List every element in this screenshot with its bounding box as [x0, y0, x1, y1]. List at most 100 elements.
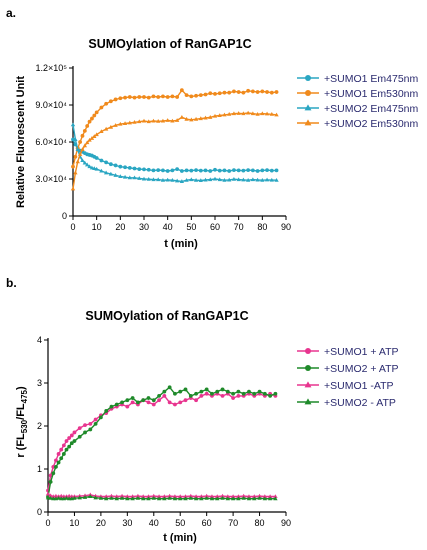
chart-a-series-0-point: [198, 168, 203, 173]
chart-a-series-0-point: [236, 168, 241, 173]
chart-a-series-1-point: [217, 91, 222, 96]
chart-a-series-1-point: [132, 95, 137, 100]
chart-a-series-0-point: [227, 169, 232, 173]
chart-a-series-3-point: [108, 124, 114, 129]
chart-a-series-1-point: [269, 90, 274, 95]
chart-a-series-1-point: [82, 129, 87, 133]
chart-a-series-0-point: [260, 168, 265, 173]
chart-a-series-0-point: [203, 168, 208, 173]
chart-a-series-1-point: [142, 95, 146, 99]
chart-a-series-3-point: [151, 118, 156, 123]
chart-a-series-2-point: [193, 177, 199, 182]
chart-a-series-0-point: [232, 168, 236, 173]
chart-a-series-3-point: [127, 120, 132, 125]
chart-a-series-1-point: [241, 90, 246, 95]
chart-a-series-3-point: [203, 115, 208, 120]
chart-a-series-3-point: [122, 121, 128, 126]
chart-a-series-1-point: [123, 95, 127, 100]
chart-a-series-3-point: [75, 159, 80, 164]
chart-a-series-0-point: [137, 167, 142, 172]
chart-a-series-3-point: [85, 140, 90, 145]
chart-a-series-0-point: [194, 168, 198, 173]
chart-a-series-3-point: [260, 111, 265, 116]
chart-a-series-2-point: [189, 177, 194, 182]
chart-a-legend-label: +SUMO2 Em475nm: [324, 103, 418, 115]
chart-a-series-2-point: [170, 177, 175, 182]
chart-a-series-0-point: [146, 167, 151, 172]
chart-a-series-0-point: [127, 166, 132, 170]
chart-a-series-2-point: [179, 179, 185, 183]
chart-a-series-0-point: [94, 156, 99, 160]
chart-a-series-2-point: [212, 176, 218, 181]
chart-a-series-0-point: [104, 160, 109, 165]
chart-a-series-2-point: [156, 177, 161, 182]
chart-a-series-2-point: [73, 137, 78, 142]
chart-a-series-2-point: [108, 171, 114, 176]
chart-a-series-2-point: [94, 166, 99, 171]
chart-a-series-0-point: [165, 169, 170, 173]
chart-a-series-3-point: [174, 118, 180, 122]
chart-a-series-1-point: [170, 94, 175, 99]
chart-a-series-0-point: [184, 168, 189, 173]
chart-a-x-tick-label: 40: [163, 222, 173, 232]
chart-a-series-1-point: [255, 90, 260, 94]
chart-a-x-tick-label: 0: [70, 222, 75, 232]
chart-a-series-2-point: [255, 177, 260, 182]
chart-a-series-0-point: [255, 169, 260, 173]
chart-a-series-1-point: [246, 88, 251, 93]
chart-a-series-2-point: [245, 177, 251, 182]
chart-a-series-1: [71, 88, 279, 169]
chart-a-series-3-line: [72, 112, 277, 190]
chart-a-title: SUMOylation of RanGAP1C: [88, 37, 251, 51]
chart-a-series-1-point: [137, 95, 142, 99]
chart-a-series-2-point: [141, 176, 147, 181]
chart-a-x-tick-label: 90: [281, 222, 291, 232]
chart-a-series-0-point: [156, 168, 161, 173]
chart-a-series-2-point: [227, 177, 232, 182]
chart-a-series-2-point: [174, 178, 180, 183]
chart-a-series-2-point: [217, 177, 222, 182]
chart-a-series-1-point: [189, 94, 194, 99]
chart-a-series-3-point: [236, 111, 241, 115]
chart-a-series-3-point: [179, 115, 185, 119]
chart-a-y-tick-label: 6.0×10⁴: [35, 137, 67, 147]
chart-a-series-3: [70, 110, 279, 191]
chart-a-series-0-line: [72, 139, 277, 172]
chart-a-series-1-point: [73, 154, 78, 159]
chart-a-series-1-point: [156, 95, 161, 99]
chart-a-series-0-point: [217, 168, 222, 173]
chart-a-series-1-point: [194, 93, 198, 98]
chart-a-series-0-point: [222, 168, 227, 173]
chart-a-y-tick-label: 3.0×10⁴: [35, 174, 67, 184]
chart-a-x-tick-label: 50: [186, 222, 196, 232]
chart-a-series-3-point: [208, 115, 213, 119]
chart-a-series-0-point: [161, 168, 165, 173]
chart-a-series-2-point: [260, 177, 265, 182]
chart-a-series-2-point: [250, 177, 256, 182]
chart-a-series-3-point: [113, 123, 118, 127]
chart-a-x-tick-label: 60: [210, 222, 220, 232]
chart-a-series-0-point: [123, 165, 127, 170]
chart-a-legend-label: +SUMO1 Em530nm: [324, 88, 418, 100]
chart-a-series-2-point: [127, 175, 132, 180]
chart-a-series-2-point: [264, 177, 270, 182]
chart-a-series-0-point: [170, 168, 175, 173]
chart-a-series-1-point: [90, 116, 94, 121]
chart-a-x-tick-label: 80: [257, 222, 267, 232]
chart-a-series-1-point: [87, 119, 92, 124]
chart-a-series-1-point: [104, 101, 109, 106]
chart-a-legend-label: +SUMO1 Em475nm: [324, 73, 418, 85]
chart-a-x-tick-label: 70: [234, 222, 244, 232]
chart-a-series-3-point: [222, 112, 227, 117]
chart-a-x-tick-label: 20: [115, 222, 125, 232]
chart-a-series-3-point: [184, 116, 189, 121]
chart-a-series-1-point: [151, 94, 156, 99]
chart-a-y-tick-label: 9.0×10⁴: [35, 100, 67, 110]
chart-a-series-0-point: [118, 164, 123, 169]
chart-a-series-2-point: [137, 176, 142, 180]
chart-a-series-1-point: [227, 90, 232, 95]
chart-a-series-3-point: [274, 112, 279, 117]
chart-a-series-3-point: [94, 132, 99, 137]
chart-a-series-1-point: [184, 93, 189, 98]
